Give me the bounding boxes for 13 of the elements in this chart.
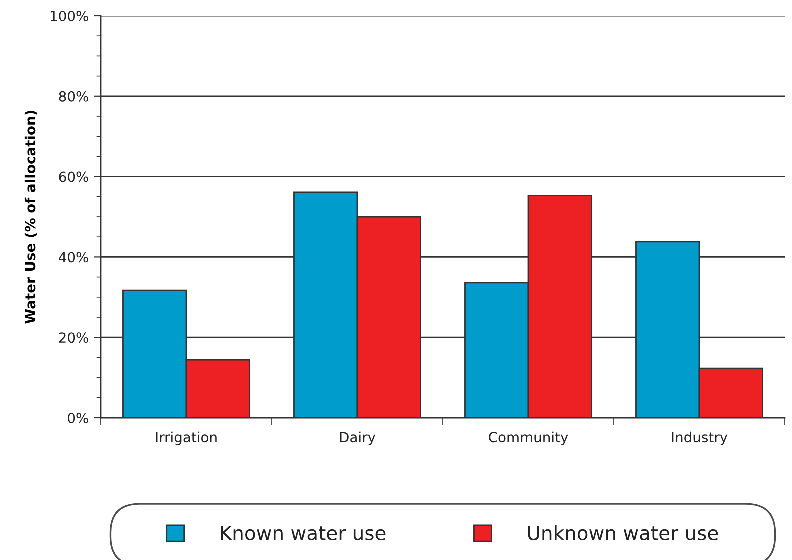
x-tick-label: Community (489, 432, 568, 446)
legend-label: Unknown water use (528, 525, 718, 541)
y-tick-label: 0% (68, 412, 88, 424)
y-axis-title: Water Use (% of allocation) (24, 110, 38, 324)
legend-label: Known water use (221, 526, 386, 541)
x-tick-label: Dairy (340, 432, 376, 446)
y-tick-label: 40% (59, 252, 88, 263)
y-tick-label: 20% (59, 332, 88, 344)
y-tick-label: 80% (59, 91, 88, 102)
x-tick-label: Industry (672, 432, 728, 446)
y-tick-label: 60% (59, 172, 88, 182)
x-tick-label: Irrigation (156, 432, 217, 446)
y-tick-label: 100% (51, 10, 88, 22)
